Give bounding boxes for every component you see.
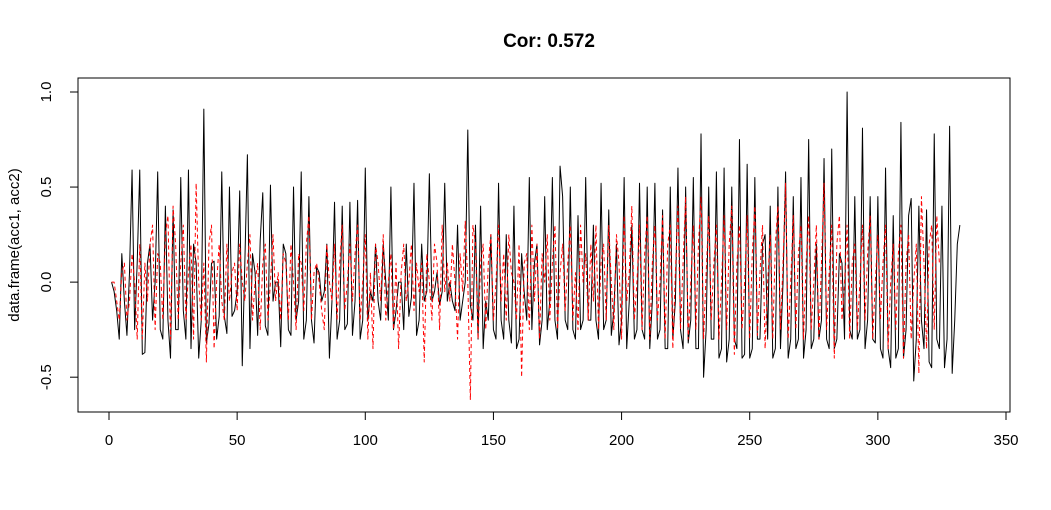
y-tick-label: 1.0 xyxy=(38,82,55,103)
chart-title: Cor: 0.572 xyxy=(503,31,595,52)
y-tick-label: 0.5 xyxy=(38,177,55,198)
y-axis-label: data.frame(acc1, acc2) xyxy=(6,168,23,321)
y-tick-label: -0.5 xyxy=(38,364,55,390)
series-layer xyxy=(111,91,961,401)
x-axis: 0 50 100 150 200 250 300 350 xyxy=(105,411,1019,449)
x-tick-label: 300 xyxy=(865,432,890,449)
x-tick-label: 0 xyxy=(105,432,113,449)
x-tick-label: 150 xyxy=(481,432,506,449)
series-1-line xyxy=(111,91,961,382)
y-axis: -0.5 0.0 0.5 1.0 xyxy=(38,82,79,390)
y-tick-label: 0.0 xyxy=(38,272,55,293)
x-tick-label: 350 xyxy=(993,432,1018,449)
x-tick-label: 50 xyxy=(229,432,246,449)
x-tick-label: 250 xyxy=(737,432,762,449)
x-tick-label: 100 xyxy=(353,432,378,449)
series-2-line xyxy=(111,182,940,401)
x-tick-label: 200 xyxy=(609,432,634,449)
